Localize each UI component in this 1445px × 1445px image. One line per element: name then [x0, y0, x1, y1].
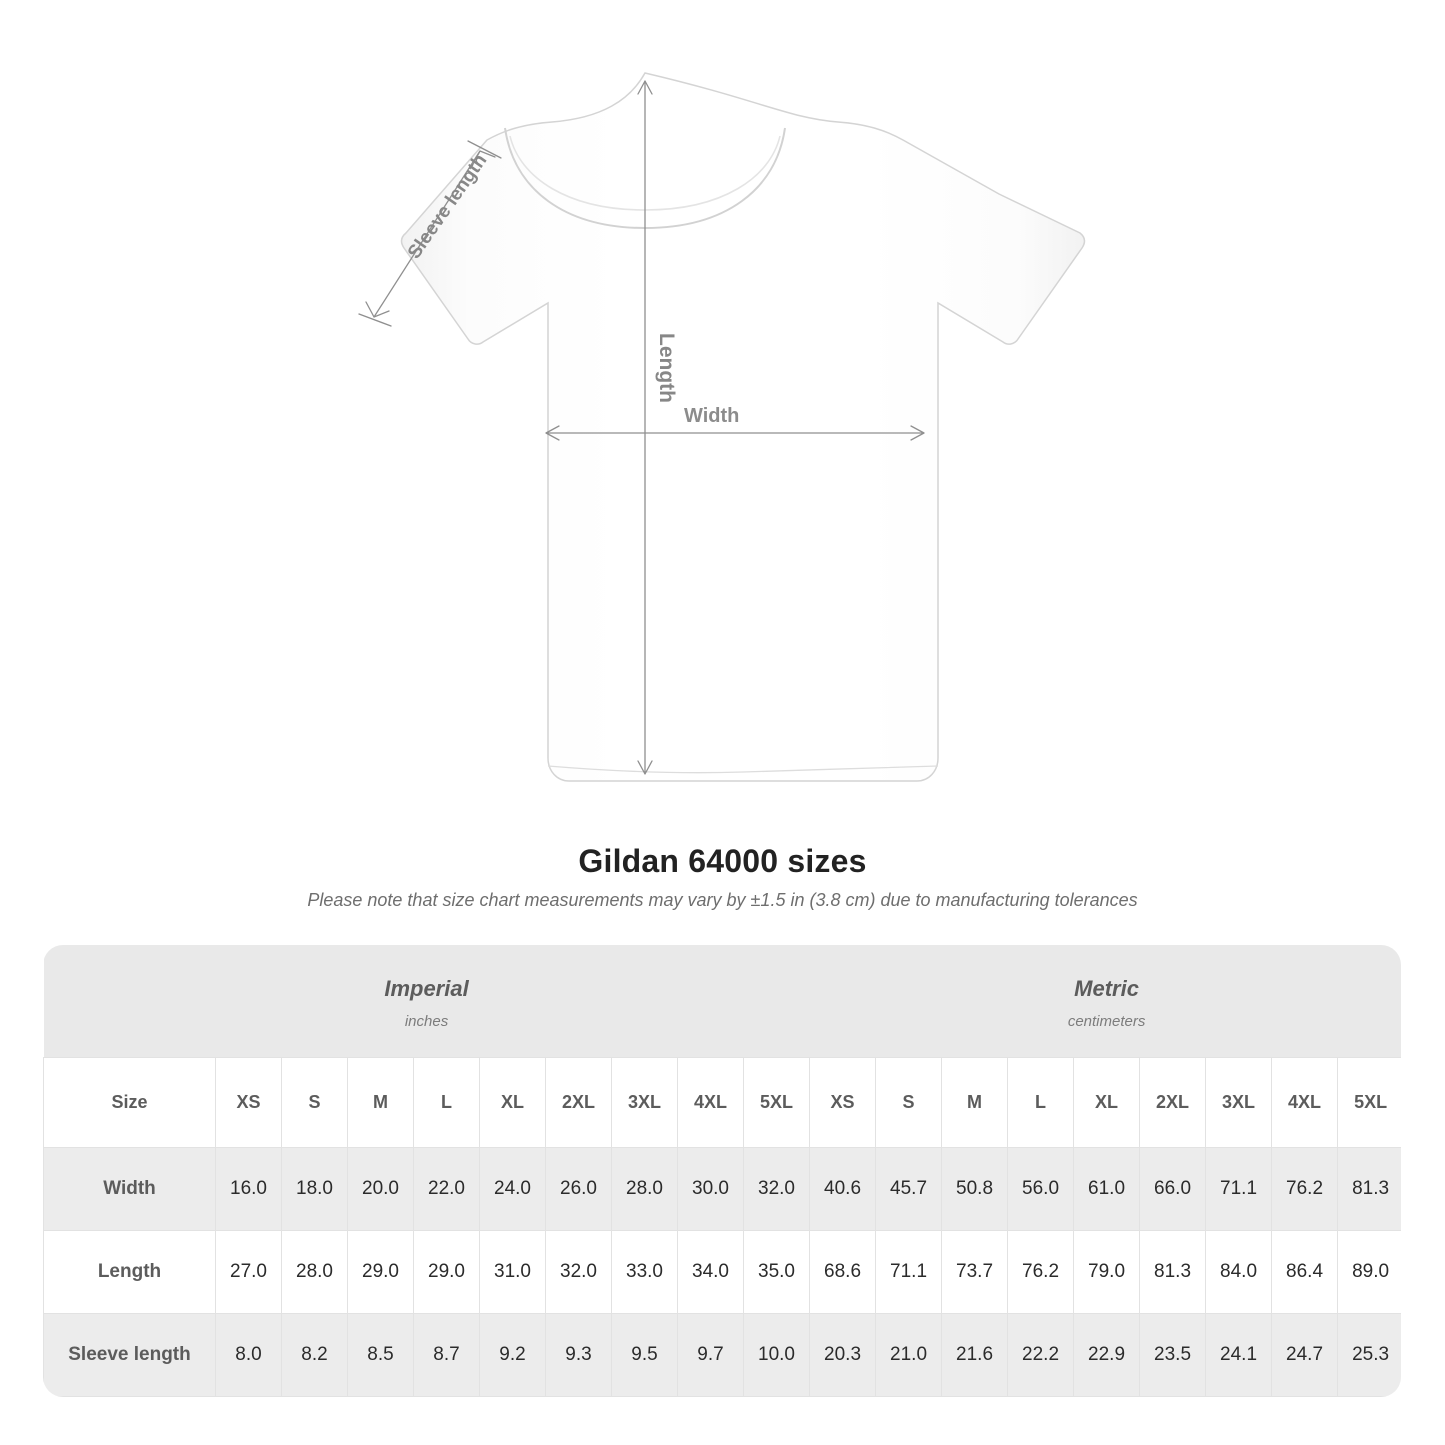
- svg-text:Width: Width: [684, 405, 739, 427]
- svg-text:Length: Length: [655, 333, 678, 403]
